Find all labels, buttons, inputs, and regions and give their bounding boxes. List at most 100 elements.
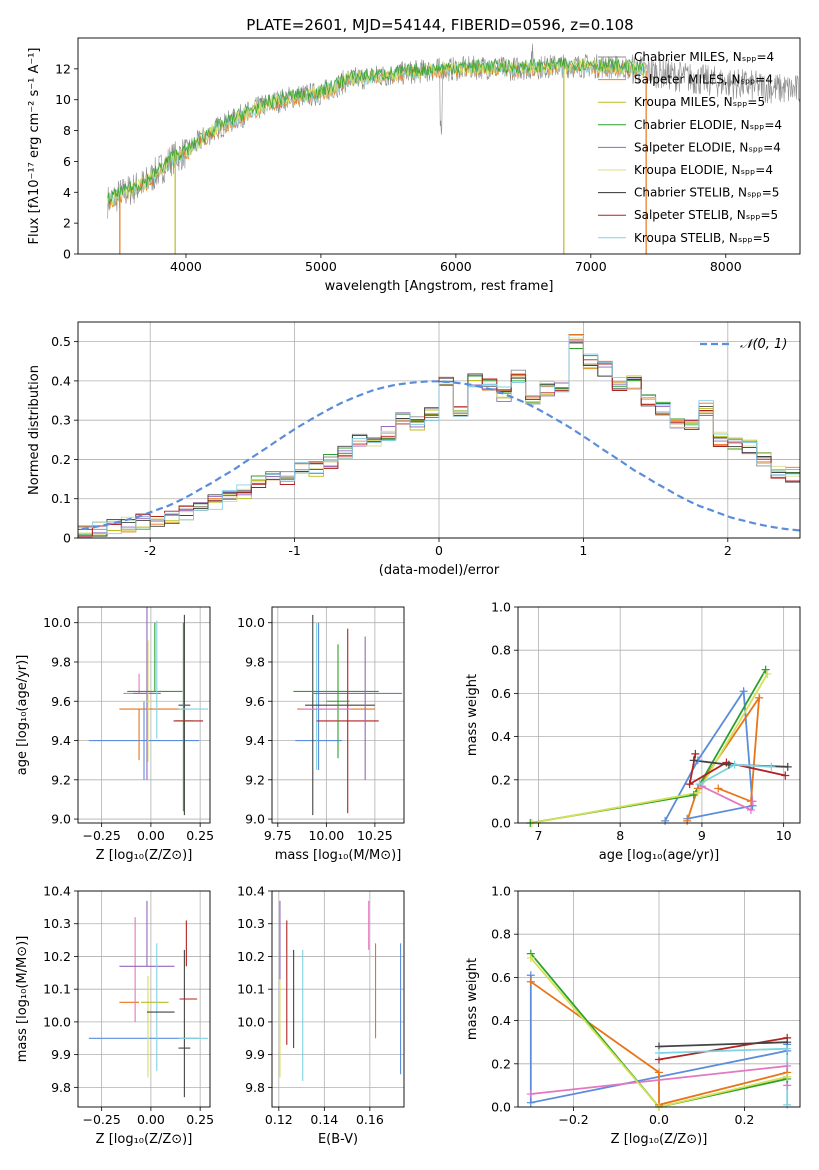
- x-tick-label: -1: [288, 543, 300, 558]
- weight-marker: [761, 665, 770, 674]
- y-tick-label: 10.4: [237, 884, 265, 899]
- y-tick-label: 0.6: [491, 686, 511, 701]
- weight-line: [530, 957, 788, 1107]
- weight-line: [530, 953, 788, 1107]
- y-tick-label: 9.9: [245, 1047, 265, 1062]
- weight-line: [530, 980, 788, 1106]
- y-axis-label: mass weight: [465, 958, 480, 1040]
- x-tick-label: 0.00: [137, 828, 165, 843]
- y-tick-label: 10.1: [43, 982, 71, 997]
- histogram-step: [78, 333, 800, 537]
- plot-area: [78, 333, 800, 538]
- weight-line: [664, 688, 754, 822]
- y-tick-label: 10.3: [43, 916, 71, 931]
- x-axis-label: Z [log₁₀(Z/Z⊙)]: [96, 848, 193, 863]
- y-tick-label: 9.0: [51, 812, 71, 827]
- x-tick-label: 6000: [440, 259, 472, 274]
- y-axis-label: age [log₁₀(age/yr)]: [15, 655, 30, 776]
- axes-frame: [77, 606, 211, 824]
- y-tick-label: 10: [55, 92, 71, 107]
- weight-line: [658, 1037, 788, 1061]
- legend-label: 𝒩(0, 1): [740, 337, 787, 352]
- y-tick-label: 0.2: [491, 772, 511, 787]
- y-tick-label: 10.1: [237, 982, 265, 997]
- histogram-step: [78, 337, 800, 538]
- legend-label: Salpeter MILES, Nₛₚₚ=4: [634, 73, 773, 87]
- y-tick-label: 0.4: [491, 1013, 511, 1028]
- y-tick-label: 0.1: [51, 491, 71, 506]
- legend-label: Kroupa ELODIE, Nₛₚₚ=4: [634, 163, 773, 177]
- y-tick-label: 9.4: [245, 733, 265, 748]
- weight-marker: [526, 977, 535, 986]
- spectrum-model-line: [107, 57, 645, 205]
- y-tick-label: 0.2: [51, 452, 71, 467]
- plot-area: [107, 43, 800, 254]
- axes-frame: [271, 606, 405, 824]
- axes-frame: [271, 890, 405, 1108]
- x-tick-label: 0.25: [186, 1112, 214, 1127]
- y-tick-label: 0.8: [491, 927, 511, 942]
- x-tick-label: 0.16: [356, 1112, 384, 1127]
- weight-marker: [783, 1072, 792, 1081]
- histogram-step: [78, 339, 800, 537]
- y-tick-label: 0.4: [51, 373, 71, 388]
- panel-mass_vs_Z: −0.25 0.00 0.25 9.8 9.9 10.0 10.1 10.2 10.3 10.4 Z…: [15, 884, 214, 1148]
- weight-marker: [693, 788, 702, 797]
- x-axis-label: age [log₁₀(age/yr)]: [599, 848, 720, 863]
- x-tick-label: 1: [579, 543, 587, 558]
- panel-weight_vs_Z: −0.2 0.0 0.2 0.0 0.2 0.4 0.6 0.8 1.0 Z [log₁₀(Z/Z…: [465, 884, 801, 1147]
- weight-marker: [526, 1098, 535, 1107]
- y-tick-label: 0.6: [491, 970, 511, 985]
- y-tick-label: 10.2: [43, 949, 71, 964]
- x-tick-label: 9.75: [264, 828, 292, 843]
- y-tick-label: 2: [63, 216, 71, 231]
- x-tick-label: −0.2: [558, 1112, 588, 1127]
- legend-label: Chabrier ELODIE, Nₛₚₚ=4: [634, 118, 782, 132]
- x-tick-label: 0.00: [137, 1112, 165, 1127]
- weight-marker: [781, 771, 790, 780]
- y-tick-label: 10.3: [237, 916, 265, 931]
- x-tick-label: 0.14: [310, 1112, 338, 1127]
- axes-frame: [77, 37, 801, 255]
- y-tick-label: 0.4: [491, 729, 511, 744]
- y-axis-label: mass [log₁₀(M/M⊙)]: [15, 936, 30, 1063]
- legend-label: Salpeter STELIB, Nₛₚₚ=5: [634, 208, 778, 222]
- y-axis-label: Normed distribution: [27, 365, 42, 495]
- weight-marker: [655, 1068, 663, 1077]
- panel-weight_vs_age: 7 8 9 10 0.0 0.2 0.4 0.6 0.8 1.0 age [log₁₀(age/yr…: [465, 600, 801, 863]
- axes-frame: [77, 890, 211, 1108]
- panel-age_vs_mass: 9.75 10.00 10.25 9.0 9.2 9.4 9.6 9.8 10.0 mass [l…: [237, 606, 405, 863]
- panel-age_vs_Z: −0.25 0.00 0.25 9.0 9.2 9.4 9.6 9.8 10.0 Z [log₁₀…: [15, 606, 214, 863]
- y-tick-label: 0: [63, 531, 71, 546]
- weight-line: [658, 1041, 788, 1048]
- y-tick-label: 0.3: [51, 413, 71, 428]
- y-tick-label: 1.0: [491, 600, 511, 615]
- y-tick-label: 0.5: [51, 334, 71, 349]
- weight-marker: [783, 1044, 792, 1053]
- histogram-step: [78, 341, 800, 537]
- x-tick-label: −0.25: [82, 828, 120, 843]
- y-tick-label: 9.8: [51, 1080, 71, 1095]
- y-tick-label: 9.6: [245, 694, 265, 709]
- weight-line: [688, 753, 786, 786]
- y-tick-label: 12: [55, 61, 71, 76]
- histogram-step: [78, 334, 800, 535]
- x-axis-label: Z [log₁₀(Z/Z⊙)]: [611, 1132, 708, 1147]
- weight-marker: [661, 816, 670, 825]
- y-tick-label: 6: [63, 154, 71, 169]
- x-tick-label: 7: [534, 828, 542, 843]
- x-tick-label: 4000: [170, 259, 202, 274]
- y-tick-label: 10.4: [43, 884, 71, 899]
- figure-title: PLATE=2601, MJD=54144, FIBERID=0596, z=0…: [246, 16, 633, 34]
- y-tick-label: 0.8: [491, 643, 511, 658]
- y-tick-label: 0.0: [491, 1100, 511, 1115]
- y-tick-label: 9.2: [245, 772, 265, 787]
- weight-marker: [783, 762, 792, 771]
- y-tick-label: 8: [63, 123, 71, 138]
- weight-marker: [763, 669, 772, 678]
- y-tick-label: 0: [63, 247, 71, 262]
- y-tick-label: 1.0: [491, 884, 511, 899]
- y-tick-label: 9.6: [51, 694, 71, 709]
- x-tick-label: 9: [698, 828, 706, 843]
